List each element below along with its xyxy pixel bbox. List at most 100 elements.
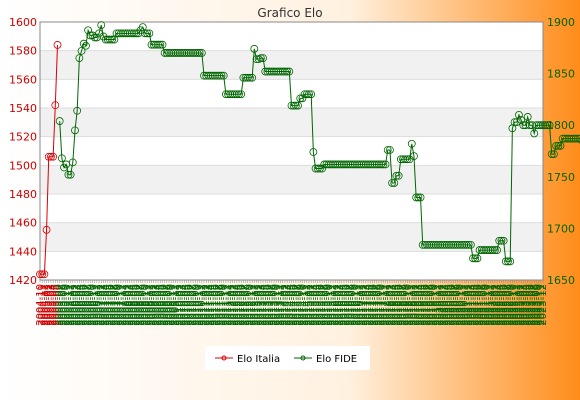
x-axis-tick-label: 2014-04	[284, 284, 295, 326]
x-axis-tick-label: 2010-08	[188, 284, 199, 326]
x-axis-tick-label: 2015-08	[319, 284, 330, 326]
x-axis-tick-label: 2012-03	[230, 284, 241, 326]
data-point-elo-fide	[416, 193, 425, 202]
data-point-elo-fide	[521, 121, 530, 130]
x-axis-tick-label: 2015-04	[311, 284, 322, 326]
data-point-elo-fide	[180, 49, 189, 57]
data-point-elo-fide	[208, 71, 217, 80]
data-point-elo-fide	[532, 121, 541, 130]
data-point-elo-fide	[482, 246, 491, 254]
x-axis-tick-label: 2021-02	[464, 284, 475, 326]
data-point-elo-fide	[152, 40, 160, 49]
data-point-elo-fide	[469, 254, 477, 263]
data-point-elo-fide	[368, 160, 377, 169]
right-axis-tick-label: 1900	[547, 16, 575, 29]
data-point-elo-fide	[55, 117, 64, 125]
x-axis-tick-label: 2009-06	[157, 284, 168, 326]
data-point-elo-fide	[75, 54, 84, 63]
data-point-elo-fide	[125, 29, 134, 38]
data-point-elo-fide	[316, 164, 324, 173]
x-axis-tick-label: 2019-07	[422, 284, 433, 326]
data-point-elo-fide	[237, 90, 246, 99]
x-axis-tick-label: 2021-08	[477, 284, 488, 326]
x-axis-tick-label: 2008-08	[136, 284, 147, 326]
x-axis-tick-label: 2018-12	[407, 284, 418, 326]
x-axis-tick-label: 2014-05	[287, 284, 298, 326]
data-point-elo-fide	[250, 44, 259, 53]
data-point-elo-fide	[117, 29, 125, 38]
data-point-elo-fide	[475, 246, 484, 254]
data-point-elo-fide	[333, 160, 342, 169]
grid-band	[40, 222, 543, 252]
data-point-elo-fide	[558, 134, 567, 143]
x-axis-tick-label: 2006-05	[77, 284, 88, 326]
data-point-elo-fide	[241, 73, 250, 82]
legend-label-elo-fide: Elo FIDE	[316, 354, 357, 365]
data-point-elo-fide	[484, 246, 493, 254]
data-point-elo-italia	[40, 270, 49, 279]
data-point-elo-fide	[239, 73, 248, 82]
x-axis-tick-label: 2018-02	[385, 284, 396, 326]
x-axis-tick-label: 2012-09	[243, 284, 254, 326]
x-axis-tick-label: 2007-07	[107, 284, 118, 326]
data-point-elo-fide	[486, 246, 495, 254]
data-point-elo-fide	[318, 164, 327, 173]
x-axis-tick-label: 2015-09	[321, 284, 332, 326]
data-point-elo-fide	[565, 134, 574, 143]
x-axis-tick-label: 2005-07	[55, 284, 66, 326]
data-point-elo-fide	[265, 67, 274, 76]
data-point-elo-fide	[386, 146, 394, 154]
x-axis-tick-label: 2013-02	[254, 284, 265, 326]
x-axis-tick-label: 2022-01	[488, 284, 499, 326]
data-point-elo-fide	[346, 160, 355, 169]
right-axis-tick-label: 1700	[547, 222, 575, 235]
x-axis-tick-label: 2009-10	[166, 284, 177, 326]
data-point-elo-fide	[79, 39, 88, 48]
x-axis-tick-label: 2021-12	[486, 284, 497, 326]
data-point-elo-fide	[246, 73, 254, 82]
data-point-elo-fide	[453, 241, 462, 249]
x-axis-tick-label: 2021-01	[461, 284, 472, 326]
x-axis-tick-label: 2020-11	[457, 284, 468, 326]
x-axis-tick-label: 2022-10	[507, 284, 518, 326]
x-axis-tick-label: 2010-10	[192, 284, 203, 326]
right-axis-tick-label: 1800	[547, 119, 575, 132]
x-axis-tick-label: 2013-01	[252, 284, 263, 326]
data-point-elo-fide	[499, 236, 508, 245]
data-point-elo-fide	[276, 67, 285, 76]
data-point-elo-fide	[455, 241, 464, 249]
data-point-elo-fide	[195, 49, 204, 57]
x-axis-tick-label: 2017-04	[363, 284, 374, 326]
x-axis-tick-label: 2018-04	[389, 284, 400, 326]
data-point-elo-fide	[480, 246, 488, 254]
data-point-elo-fide	[274, 67, 283, 76]
data-point-elo-fide	[256, 54, 265, 63]
x-axis-tick-label: 2019-02	[411, 284, 422, 326]
x-axis-tick-label: 2017-08	[372, 284, 383, 326]
data-point-elo-fide	[296, 94, 305, 103]
x-axis-tick-label: 2005-06	[52, 284, 63, 326]
data-point-elo-fide	[114, 29, 123, 38]
data-point-elo-fide	[563, 134, 571, 143]
data-point-elo-fide	[123, 29, 132, 38]
x-axis-tick-label: 2008-02	[122, 284, 133, 326]
x-axis-tick-label: 2019-08	[424, 284, 435, 326]
x-axis-tick-label: 2015-11	[326, 284, 337, 326]
legend-label-elo-italia: Elo Italia	[237, 354, 280, 365]
x-axis-tick-label: 2018-10	[402, 284, 413, 326]
x-axis-tick-label: 2010-03	[177, 284, 188, 326]
x-axis-tick-label: 2022-05	[496, 284, 507, 326]
data-point-elo-fide	[147, 40, 156, 49]
x-axis-tick-label: 2008-01	[120, 284, 131, 326]
data-point-elo-fide	[466, 241, 475, 249]
x-axis-tick-label: 2021-06	[472, 284, 483, 326]
data-point-elo-fide	[361, 160, 370, 169]
x-axis-tick-label: 2021-09	[479, 284, 490, 326]
right-axis-tick-label: 1650	[547, 274, 575, 287]
x-axis-tick-label: 2008-11	[142, 284, 153, 326]
data-point-elo-fide	[390, 179, 399, 187]
legend-marker-elo-italia	[221, 355, 227, 361]
data-point-elo-fide	[351, 160, 359, 169]
data-point-elo-fide	[311, 164, 320, 173]
x-axis-tick-label: 2011-07	[212, 284, 223, 326]
